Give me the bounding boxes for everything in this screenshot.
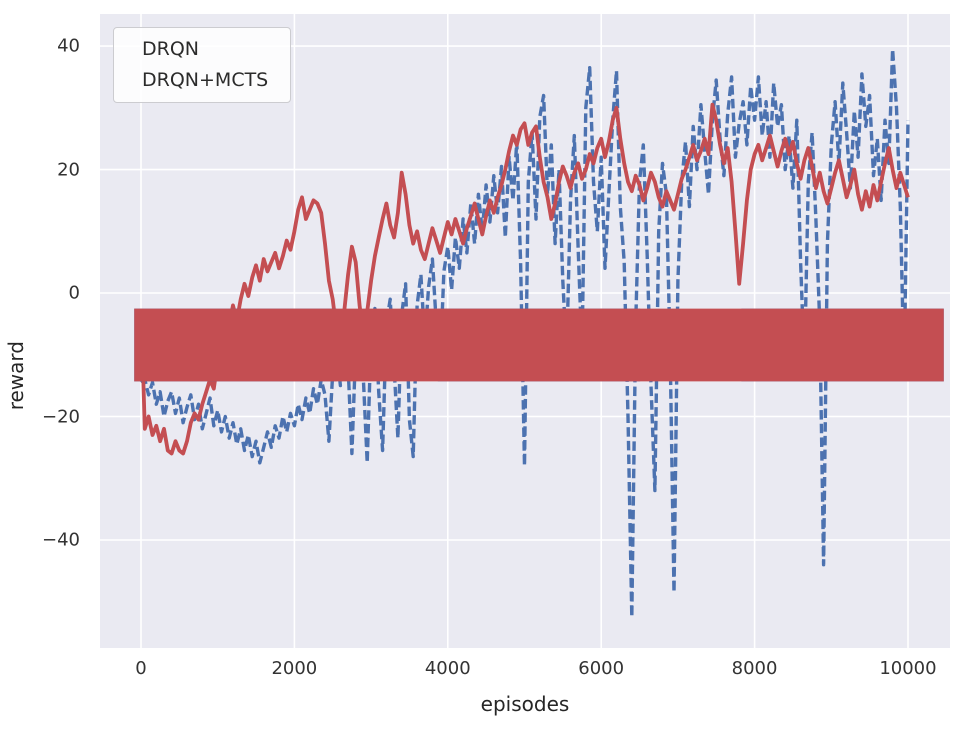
plot-area: DRQN DRQN+MCTS xyxy=(100,14,950,648)
y-tick-label: 0 xyxy=(68,282,80,304)
legend-item-drqn-mcts: DRQN+MCTS xyxy=(126,68,944,382)
x-axis-label: episodes xyxy=(480,692,570,716)
x-tick-label: 4000 xyxy=(424,658,471,679)
legend-drqn-mcts-line-icon xyxy=(134,308,944,382)
y-axis-ticks: 40 20 0 −20 −40 xyxy=(18,14,90,648)
x-tick-label: 10000 xyxy=(879,658,937,679)
x-tick-label: 8000 xyxy=(731,658,778,679)
x-tick-label: 6000 xyxy=(578,658,625,679)
series-drqn-mcts-line xyxy=(139,102,910,456)
x-axis-ticks: 0 2000 4000 6000 8000 10000 xyxy=(100,658,950,684)
series-drqn-line xyxy=(139,47,910,619)
x-tick-label: 2000 xyxy=(271,658,318,679)
y-tick-label: −20 xyxy=(42,406,80,427)
x-tick-label: 0 xyxy=(135,658,147,679)
y-tick-label: −40 xyxy=(42,529,80,551)
legend: DRQN DRQN+MCTS xyxy=(113,27,944,382)
y-tick-label: 20 xyxy=(57,159,80,181)
legend-label-drqn: DRQN xyxy=(142,38,199,60)
y-tick-label: 40 xyxy=(57,35,80,57)
legend-label-drqn-mcts: DRQN+MCTS xyxy=(142,68,269,91)
